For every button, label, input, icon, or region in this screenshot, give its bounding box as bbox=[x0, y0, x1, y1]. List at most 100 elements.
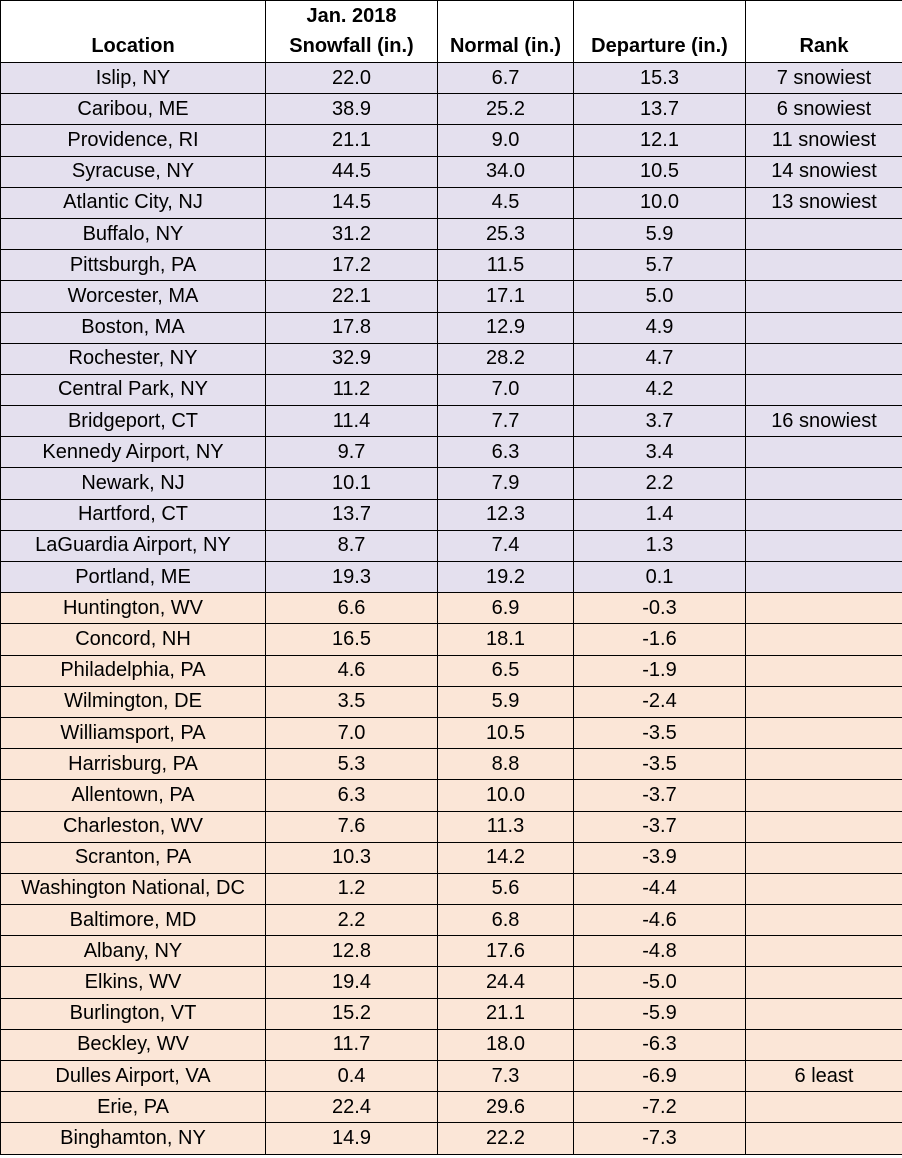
cell-normal: 12.3 bbox=[437, 498, 574, 531]
cell-normal: 6.7 bbox=[437, 61, 574, 95]
cell-snowfall: 17.8 bbox=[265, 311, 438, 344]
cell-location: Erie, PA bbox=[0, 1091, 266, 1124]
cell-rank: 7 snowiest bbox=[745, 61, 902, 95]
cell-departure: 5.7 bbox=[573, 249, 746, 282]
cell-location: Islip, NY bbox=[0, 61, 266, 95]
table-row: Burlington, VT 15.2 21.1 -5.9 bbox=[0, 997, 902, 1030]
table-row: Erie, PA 22.4 29.6 -7.2 bbox=[0, 1091, 902, 1124]
cell-normal: 8.8 bbox=[437, 748, 574, 781]
cell-rank bbox=[745, 685, 902, 718]
cell-departure: 10.0 bbox=[573, 186, 746, 219]
cell-rank bbox=[745, 654, 902, 687]
cell-location: Boston, MA bbox=[0, 311, 266, 344]
cell-normal: 17.1 bbox=[437, 280, 574, 313]
cell-departure: 5.0 bbox=[573, 280, 746, 313]
table-row: Newark, NJ 10.1 7.9 2.2 bbox=[0, 467, 902, 500]
cell-rank bbox=[745, 841, 902, 874]
cell-location: Harrisburg, PA bbox=[0, 748, 266, 781]
cell-rank: 16 snowiest bbox=[745, 405, 902, 438]
cell-departure: -1.9 bbox=[573, 654, 746, 687]
table-row: Bridgeport, CT 11.4 7.7 3.7 16 snowiest bbox=[0, 405, 902, 438]
cell-normal: 25.2 bbox=[437, 93, 574, 126]
header-departure: Departure (in.) bbox=[573, 0, 746, 63]
cell-location: LaGuardia Airport, NY bbox=[0, 529, 266, 563]
header-rank: Rank bbox=[745, 0, 902, 63]
cell-departure: 4.9 bbox=[573, 311, 746, 344]
table-row: Wilmington, DE 3.5 5.9 -2.4 bbox=[0, 685, 902, 718]
cell-rank: 6 least bbox=[745, 1059, 902, 1093]
cell-normal: 9.0 bbox=[437, 124, 574, 157]
cell-location: Pittsburgh, PA bbox=[0, 249, 266, 282]
header-row: Location Jan. 2018 Snowfall (in.) Normal… bbox=[0, 0, 902, 63]
cell-normal: 21.1 bbox=[437, 997, 574, 1030]
cell-rank: 6 snowiest bbox=[745, 93, 902, 126]
cell-snowfall: 14.9 bbox=[265, 1122, 438, 1155]
cell-departure: -3.7 bbox=[573, 810, 746, 843]
cell-rank bbox=[745, 623, 902, 656]
table-row: Scranton, PA 10.3 14.2 -3.9 bbox=[0, 841, 902, 874]
cell-normal: 17.6 bbox=[437, 935, 574, 968]
cell-rank bbox=[745, 1028, 902, 1062]
cell-snowfall: 13.7 bbox=[265, 498, 438, 531]
cell-rank: 14 snowiest bbox=[745, 155, 902, 188]
cell-normal: 5.9 bbox=[437, 685, 574, 718]
cell-rank bbox=[745, 280, 902, 313]
cell-rank bbox=[745, 935, 902, 968]
cell-rank bbox=[745, 217, 902, 251]
cell-snowfall: 10.1 bbox=[265, 467, 438, 500]
table-row: Albany, NY 12.8 17.6 -4.8 bbox=[0, 935, 902, 968]
cell-departure: -7.3 bbox=[573, 1122, 746, 1155]
cell-location: Central Park, NY bbox=[0, 373, 266, 407]
table-row: Huntington, WV 6.6 6.9 -0.3 bbox=[0, 592, 902, 625]
cell-location: Portland, ME bbox=[0, 560, 266, 594]
cell-location: Williamsport, PA bbox=[0, 716, 266, 750]
cell-rank bbox=[745, 373, 902, 407]
cell-normal: 10.0 bbox=[437, 779, 574, 812]
cell-snowfall: 19.3 bbox=[265, 560, 438, 594]
cell-departure: 3.4 bbox=[573, 436, 746, 469]
cell-location: Atlantic City, NJ bbox=[0, 186, 266, 219]
cell-snowfall: 2.2 bbox=[265, 904, 438, 937]
cell-location: Albany, NY bbox=[0, 935, 266, 968]
cell-rank bbox=[745, 342, 902, 375]
cell-departure: -6.3 bbox=[573, 1028, 746, 1062]
cell-normal: 25.3 bbox=[437, 217, 574, 251]
cell-departure: 0.1 bbox=[573, 560, 746, 594]
cell-snowfall: 11.2 bbox=[265, 373, 438, 407]
cell-snowfall: 32.9 bbox=[265, 342, 438, 375]
table-row: Beckley, WV 11.7 18.0 -6.3 bbox=[0, 1028, 902, 1062]
cell-rank bbox=[745, 716, 902, 750]
cell-location: Dulles Airport, VA bbox=[0, 1059, 266, 1093]
cell-location: Huntington, WV bbox=[0, 592, 266, 625]
cell-departure: -3.7 bbox=[573, 779, 746, 812]
table-row: Harrisburg, PA 5.3 8.8 -3.5 bbox=[0, 748, 902, 781]
cell-normal: 34.0 bbox=[437, 155, 574, 188]
table-row: Dulles Airport, VA 0.4 7.3 -6.9 6 least bbox=[0, 1059, 902, 1093]
cell-rank bbox=[745, 311, 902, 344]
cell-snowfall: 15.2 bbox=[265, 997, 438, 1030]
cell-normal: 22.2 bbox=[437, 1122, 574, 1155]
cell-rank: 13 snowiest bbox=[745, 186, 902, 219]
cell-departure: 4.2 bbox=[573, 373, 746, 407]
cell-normal: 7.7 bbox=[437, 405, 574, 438]
cell-rank bbox=[745, 810, 902, 843]
cell-snowfall: 22.1 bbox=[265, 280, 438, 313]
cell-snowfall: 16.5 bbox=[265, 623, 438, 656]
cell-normal: 4.5 bbox=[437, 186, 574, 219]
cell-rank bbox=[745, 560, 902, 594]
cell-snowfall: 7.6 bbox=[265, 810, 438, 843]
cell-snowfall: 8.7 bbox=[265, 529, 438, 563]
cell-location: Beckley, WV bbox=[0, 1028, 266, 1062]
cell-normal: 10.5 bbox=[437, 716, 574, 750]
table-row: Providence, RI 21.1 9.0 12.1 11 snowiest bbox=[0, 124, 902, 157]
cell-normal: 19.2 bbox=[437, 560, 574, 594]
cell-snowfall: 7.0 bbox=[265, 716, 438, 750]
cell-location: Burlington, VT bbox=[0, 997, 266, 1030]
cell-location: Bridgeport, CT bbox=[0, 405, 266, 438]
cell-snowfall: 11.4 bbox=[265, 405, 438, 438]
cell-location: Washington National, DC bbox=[0, 872, 266, 906]
table-row: Buffalo, NY 31.2 25.3 5.9 bbox=[0, 217, 902, 251]
cell-rank bbox=[745, 529, 902, 563]
cell-normal: 29.6 bbox=[437, 1091, 574, 1124]
